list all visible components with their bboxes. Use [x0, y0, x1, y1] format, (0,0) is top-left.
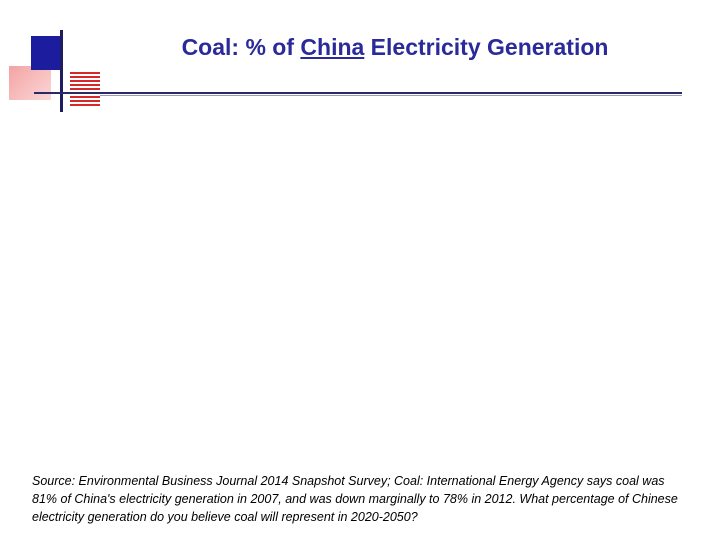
title-suffix: Electricity Generation [364, 34, 609, 60]
title-prefix: Coal: % of [181, 34, 301, 60]
slide-title: Coal: % of China Electricity Generation [120, 34, 670, 61]
decoration-vertical-line [60, 30, 63, 112]
decoration-blue-square [31, 36, 63, 70]
decoration-horizontal-line-light [100, 95, 682, 96]
source-note: Source: Environmental Business Journal 2… [32, 474, 678, 524]
decoration-horizontal-line [34, 92, 682, 94]
decoration-pink-square [9, 66, 51, 100]
title-underlined-word: China [300, 34, 365, 60]
decoration-red-stripes [70, 72, 100, 108]
